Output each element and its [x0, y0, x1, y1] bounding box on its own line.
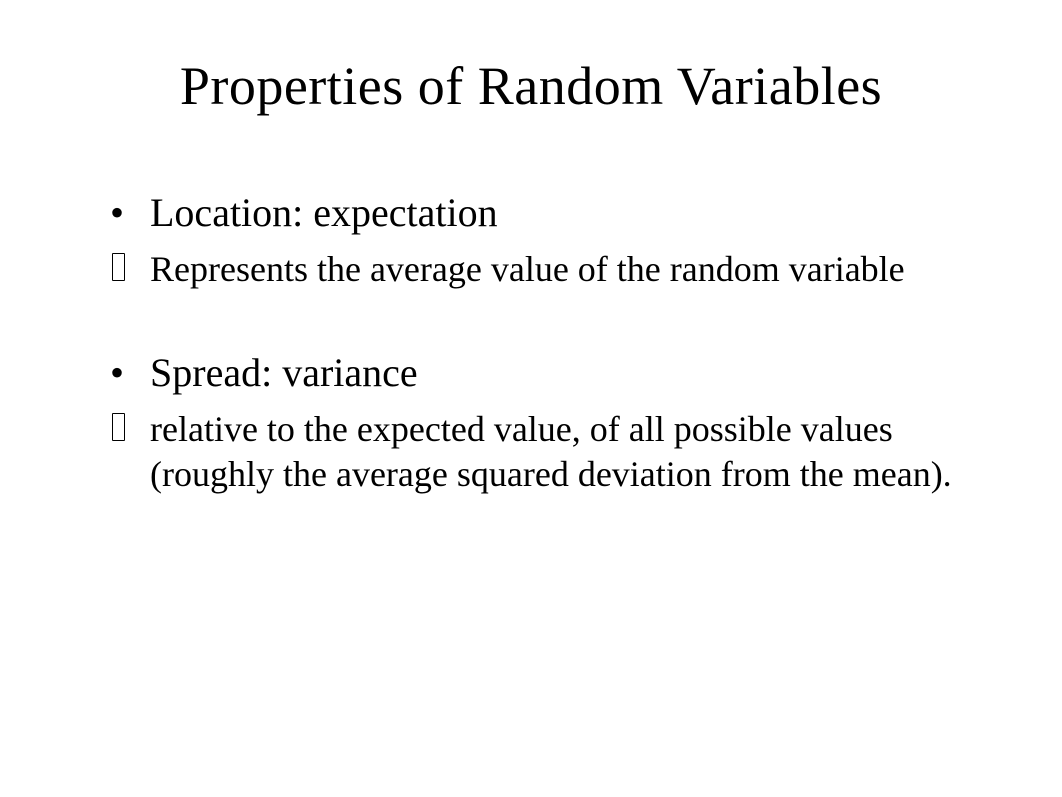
content-list: Location: expectation Represents the ave…: [110, 187, 982, 497]
slide-content: Location: expectation Represents the ave…: [80, 187, 982, 497]
slide-title: Properties of Random Variables: [80, 55, 982, 117]
sub-item: relative to the expected value, of all p…: [110, 407, 982, 497]
sub-item: Represents the average value of the rand…: [110, 247, 982, 292]
bullet-item: Location: expectation: [110, 187, 982, 239]
slide-container: Properties of Random Variables Location:…: [0, 0, 1062, 797]
bullet-item: Spread: variance: [110, 347, 982, 399]
